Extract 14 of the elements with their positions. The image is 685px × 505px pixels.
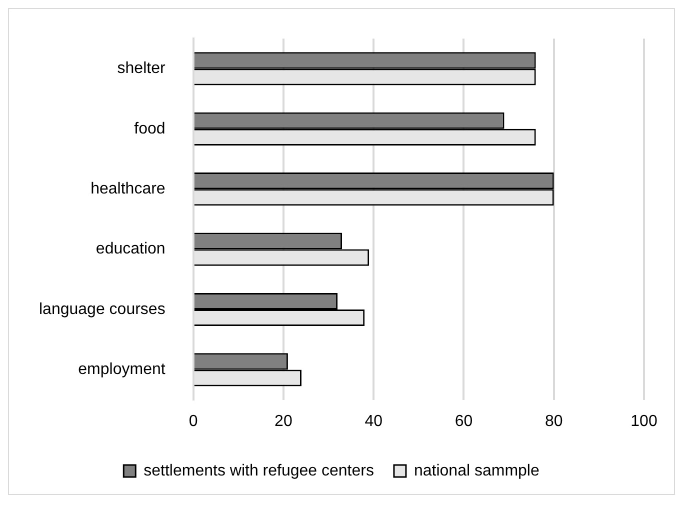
y-tick-label: healthcare	[90, 180, 166, 198]
y-tick-label: food	[134, 120, 166, 138]
y-tick-label: language courses	[39, 300, 166, 318]
legend-label: settlements with refugee centers	[144, 462, 374, 480]
legend-label: national sammple	[414, 462, 540, 480]
x-tick-label: 80	[544, 412, 563, 430]
x-tick-label: 0	[188, 412, 198, 430]
x-tick-label: 20	[274, 412, 292, 430]
x-tick-label: 100	[630, 412, 658, 430]
y-tick-label: employment	[78, 361, 166, 378]
x-tick-label: 40	[364, 412, 383, 430]
y-tick-label: shelter	[117, 60, 166, 78]
y-tick-label: education	[96, 240, 166, 258]
x-tick-label: 60	[454, 412, 473, 430]
